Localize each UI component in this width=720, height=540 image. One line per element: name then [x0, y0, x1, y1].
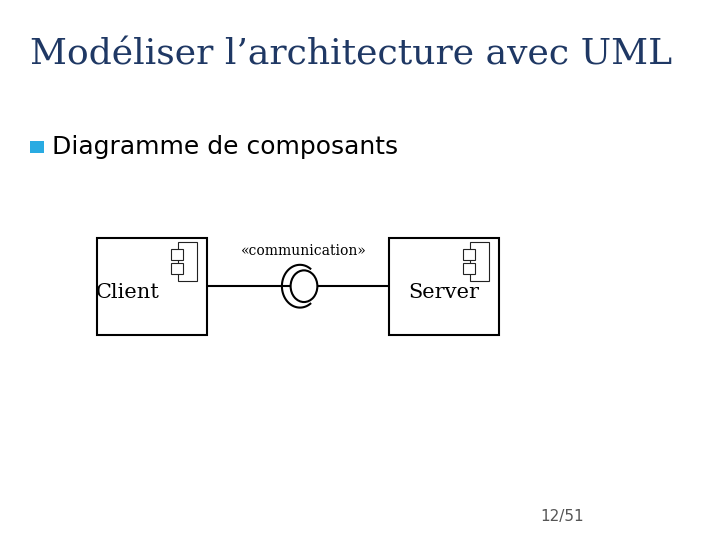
Bar: [389, 238, 498, 335]
Text: Diagramme de composants: Diagramme de composants: [52, 135, 398, 159]
Bar: [178, 242, 197, 281]
Text: Client: Client: [96, 282, 160, 301]
Bar: [171, 263, 184, 274]
Bar: [469, 242, 489, 281]
Text: Modéliser l’architecture avec UML: Modéliser l’architecture avec UML: [30, 38, 672, 72]
Bar: [97, 238, 207, 335]
Text: Server: Server: [408, 282, 480, 301]
Ellipse shape: [291, 271, 318, 302]
Bar: [463, 263, 475, 274]
Text: «communication»: «communication»: [241, 244, 367, 258]
Bar: [30, 141, 44, 153]
Text: 12/51: 12/51: [540, 509, 584, 524]
Bar: [463, 249, 475, 260]
Bar: [171, 249, 184, 260]
